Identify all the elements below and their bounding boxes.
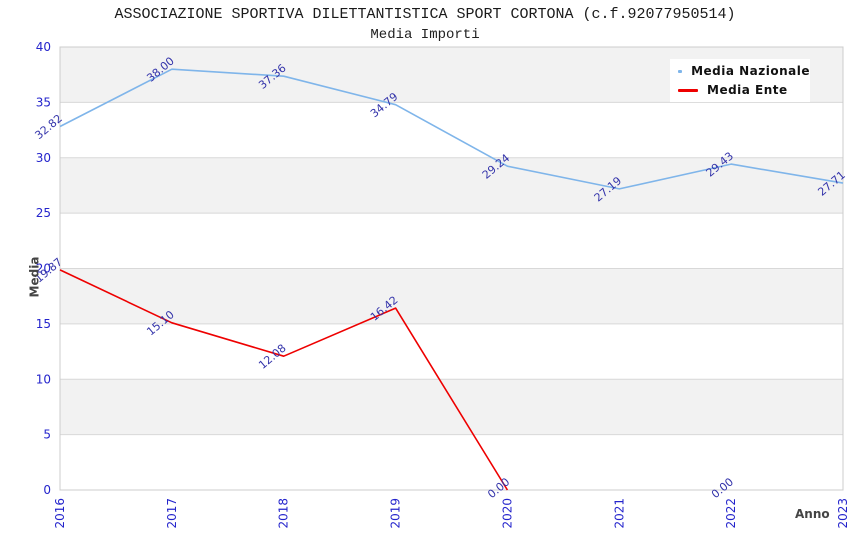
y-tick-label: 0 xyxy=(43,483,51,497)
value-label: 0.00 xyxy=(709,475,736,501)
legend-item-media-ente: Media Ente xyxy=(678,83,810,97)
x-tick-label: 2021 xyxy=(612,498,626,529)
plot-band xyxy=(60,157,843,214)
y-tick-label: 10 xyxy=(36,372,51,386)
plot-frame xyxy=(59,46,844,491)
series-line-media-nazionale xyxy=(59,68,844,190)
y-tick-label: 40 xyxy=(36,40,51,54)
x-tick-label: 2017 xyxy=(165,498,179,529)
legend-label: Media Nazionale xyxy=(691,64,810,78)
y-axis-title: Media xyxy=(27,256,42,298)
chart-subtitle: Media Importi xyxy=(370,27,480,43)
x-axis-title: Anno xyxy=(795,507,830,521)
x-tick-label: 2019 xyxy=(389,498,403,529)
x-tick-label: 2023 xyxy=(836,498,850,529)
legend-item-media-nazionale: Media Nazionale xyxy=(678,64,810,78)
legend-label: Media Ente xyxy=(707,83,788,97)
legend: Media Nazionale Media Ente xyxy=(670,59,810,102)
chart-title: ASSOCIAZIONE SPORTIVA DILETTANTISTICA SP… xyxy=(114,6,736,23)
value-label: 0.00 xyxy=(485,475,512,501)
y-tick-label: 15 xyxy=(36,317,51,331)
y-tick-label: 30 xyxy=(36,151,51,165)
x-tick-label: 2016 xyxy=(53,498,67,529)
x-tick-label: 2020 xyxy=(500,498,514,529)
y-tick-label: 35 xyxy=(36,95,51,109)
media-ente-swatch-icon xyxy=(678,88,698,92)
x-tick-label: 2022 xyxy=(724,498,738,529)
y-tick-label: 25 xyxy=(36,206,51,220)
x-tick-label: 2018 xyxy=(277,498,291,529)
y-tick-label: 5 xyxy=(43,428,51,442)
media-nazionale-swatch-icon xyxy=(678,69,683,73)
plot-band xyxy=(60,268,843,324)
y-tick-label: 20 xyxy=(36,262,51,276)
plot-band xyxy=(60,379,843,435)
